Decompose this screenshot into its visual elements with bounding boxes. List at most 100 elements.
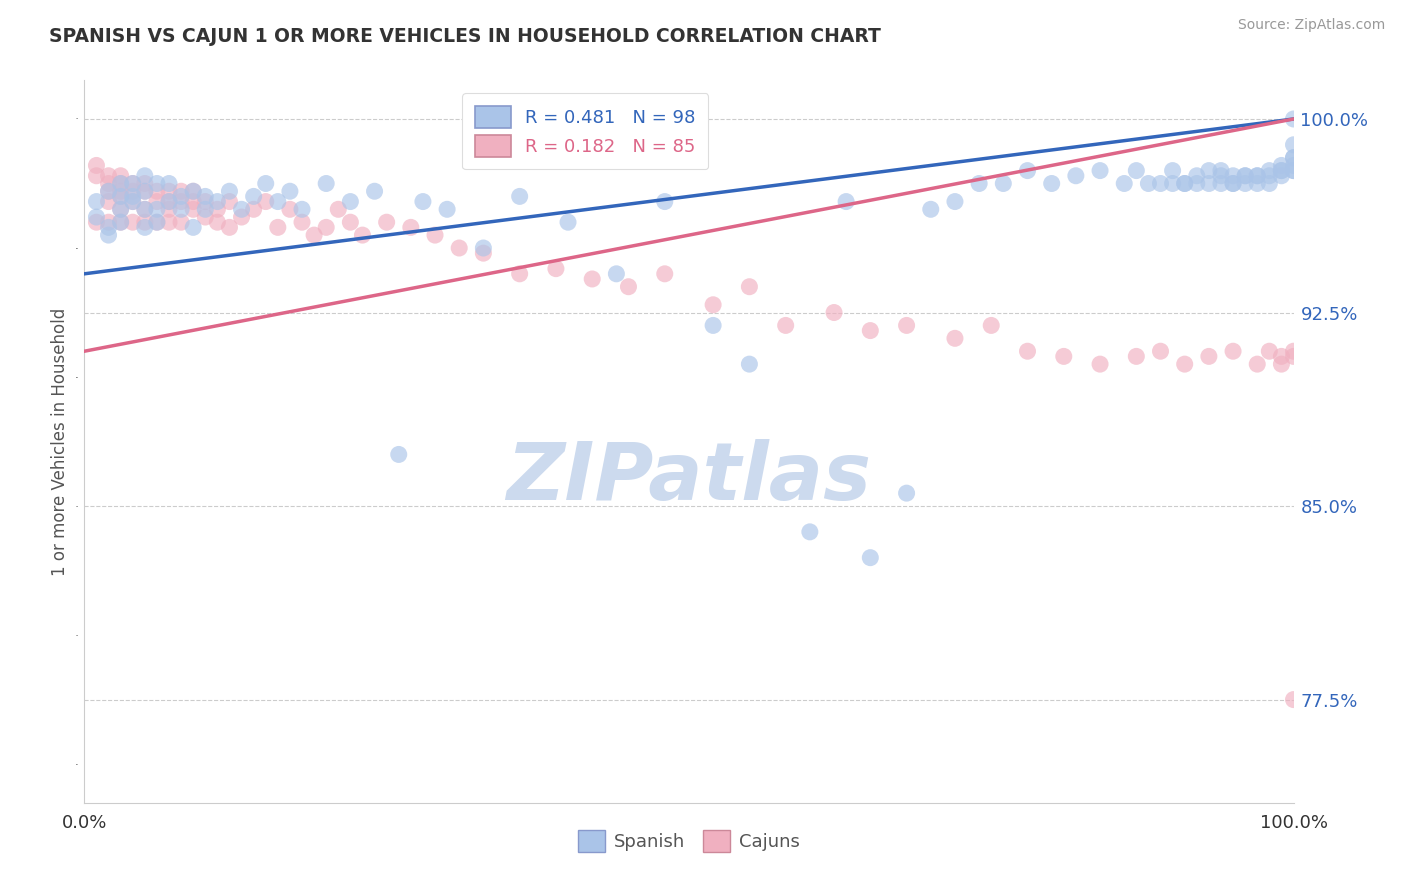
Point [110, 184, 132, 198]
Point [339, 194, 361, 209]
Point [896, 318, 918, 333]
Point [1040, 177, 1063, 191]
Point [412, 194, 434, 209]
Point [134, 220, 156, 235]
Point [980, 318, 1002, 333]
Point [254, 194, 277, 209]
Point [121, 215, 143, 229]
Point [134, 177, 156, 191]
Point [1282, 151, 1305, 165]
Point [110, 189, 132, 203]
Point [1174, 177, 1197, 191]
Point [738, 357, 761, 371]
Point [835, 194, 858, 209]
Point [1149, 177, 1171, 191]
Point [194, 189, 217, 203]
Point [1017, 344, 1039, 359]
Point [993, 177, 1015, 191]
Point [388, 447, 411, 461]
Point [170, 184, 193, 198]
Point [1114, 177, 1136, 191]
Point [920, 202, 942, 217]
Point [375, 215, 398, 229]
Point [1017, 163, 1039, 178]
Point [134, 169, 156, 183]
Point [218, 220, 240, 235]
Point [654, 194, 676, 209]
Point [1161, 163, 1184, 178]
Point [97, 228, 120, 243]
Point [134, 184, 156, 198]
Point [121, 189, 143, 203]
Point [157, 194, 180, 209]
Point [121, 177, 143, 191]
Point [399, 220, 422, 235]
Point [702, 298, 724, 312]
Point [110, 189, 132, 203]
Point [1209, 163, 1232, 178]
Point [231, 202, 253, 217]
Point [97, 169, 120, 183]
Point [157, 184, 180, 198]
Point [207, 194, 229, 209]
Point [1270, 163, 1292, 178]
Point [1174, 177, 1197, 191]
Point [315, 220, 337, 235]
Point [328, 202, 350, 217]
Point [110, 202, 132, 217]
Point [1088, 163, 1111, 178]
Point [1246, 177, 1268, 191]
Point [1282, 692, 1305, 706]
Point [121, 177, 143, 191]
Point [859, 324, 882, 338]
Point [1198, 177, 1220, 191]
Point [1209, 177, 1232, 191]
Point [86, 158, 108, 172]
Point [1064, 169, 1087, 183]
Point [1125, 163, 1147, 178]
Point [799, 524, 821, 539]
Point [110, 177, 132, 191]
Point [207, 202, 229, 217]
Point [278, 202, 301, 217]
Point [181, 184, 204, 198]
Point [943, 331, 966, 345]
Point [859, 550, 882, 565]
Point [242, 189, 264, 203]
Point [291, 215, 314, 229]
Point [1270, 158, 1292, 172]
Point [181, 194, 204, 209]
Point [423, 228, 446, 243]
Point [1222, 169, 1244, 183]
Point [121, 194, 143, 209]
Point [1282, 350, 1305, 364]
Legend: Spanish, Cajuns: Spanish, Cajuns [571, 822, 807, 859]
Point [1234, 177, 1257, 191]
Y-axis label: 1 or more Vehicles in Household: 1 or more Vehicles in Household [52, 308, 69, 575]
Point [110, 202, 132, 217]
Point [617, 279, 640, 293]
Point [1125, 350, 1147, 364]
Point [1258, 163, 1281, 178]
Point [157, 194, 180, 209]
Point [315, 177, 337, 191]
Point [436, 202, 458, 217]
Point [134, 202, 156, 217]
Point [1282, 163, 1305, 178]
Point [654, 267, 676, 281]
Point [1161, 177, 1184, 191]
Point [1198, 163, 1220, 178]
Point [1222, 344, 1244, 359]
Point [110, 215, 132, 229]
Point [146, 215, 169, 229]
Point [170, 189, 193, 203]
Point [97, 220, 120, 235]
Point [1258, 169, 1281, 183]
Point [110, 177, 132, 191]
Point [1270, 357, 1292, 371]
Point [157, 177, 180, 191]
Point [134, 202, 156, 217]
Point [1246, 357, 1268, 371]
Point [1270, 350, 1292, 364]
Point [1198, 350, 1220, 364]
